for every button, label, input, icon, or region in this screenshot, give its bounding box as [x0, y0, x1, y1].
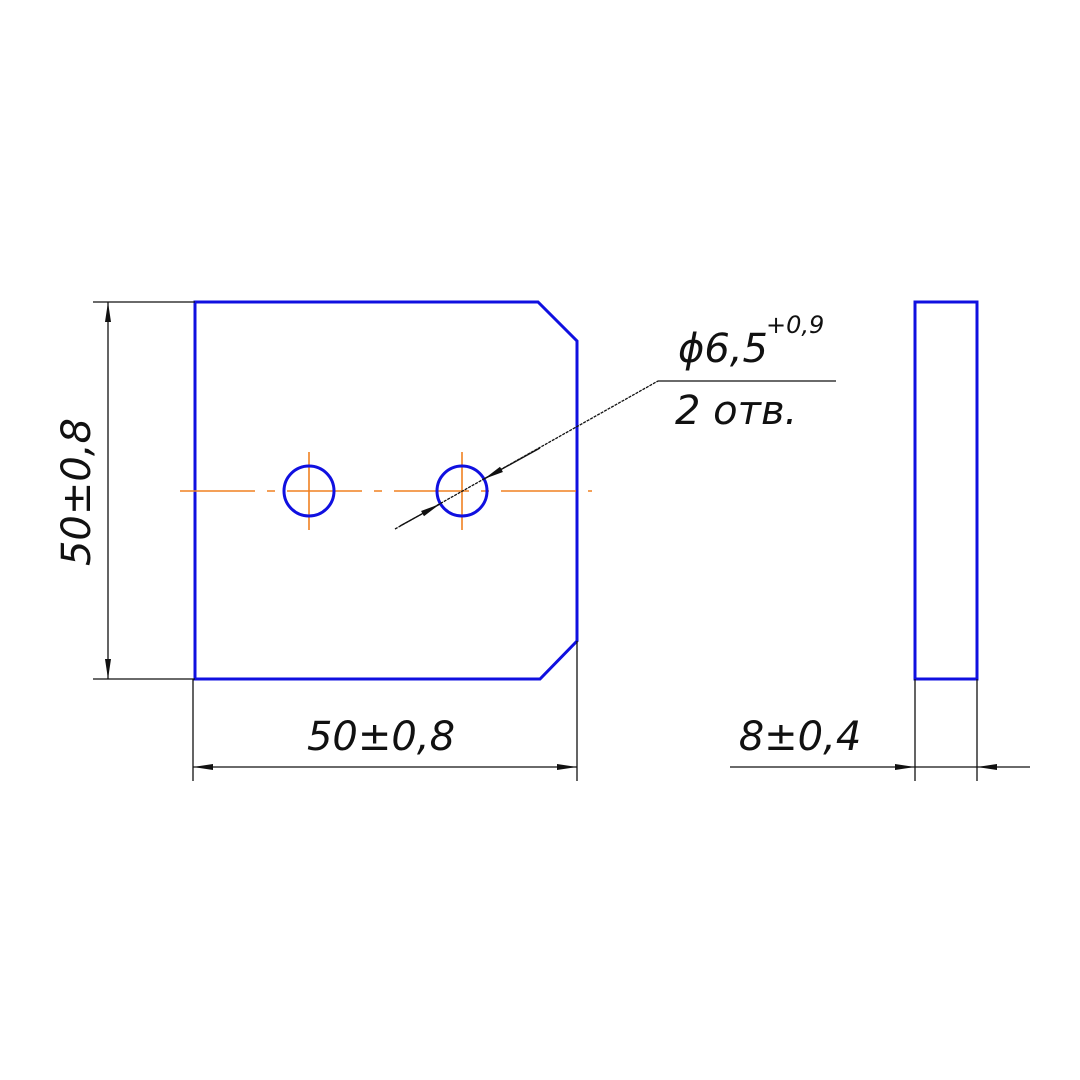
hole-tolerance-label: +0,9 — [766, 311, 824, 339]
hole-arrow — [483, 447, 541, 480]
side-view-outline — [913, 300, 979, 681]
height-dimension-label: 50±0,8 — [54, 418, 100, 566]
hole-1 — [282, 464, 336, 518]
hole-arrow — [399, 503, 441, 527]
hole-diameter-label: ϕ6,5 — [678, 326, 768, 372]
thickness-dimension-label: 8±0,4 — [739, 714, 862, 760]
hole-count-label: 2 отв. — [675, 388, 797, 434]
hole-2 — [435, 464, 489, 518]
width-dimension-label: 50±0,8 — [307, 714, 455, 760]
